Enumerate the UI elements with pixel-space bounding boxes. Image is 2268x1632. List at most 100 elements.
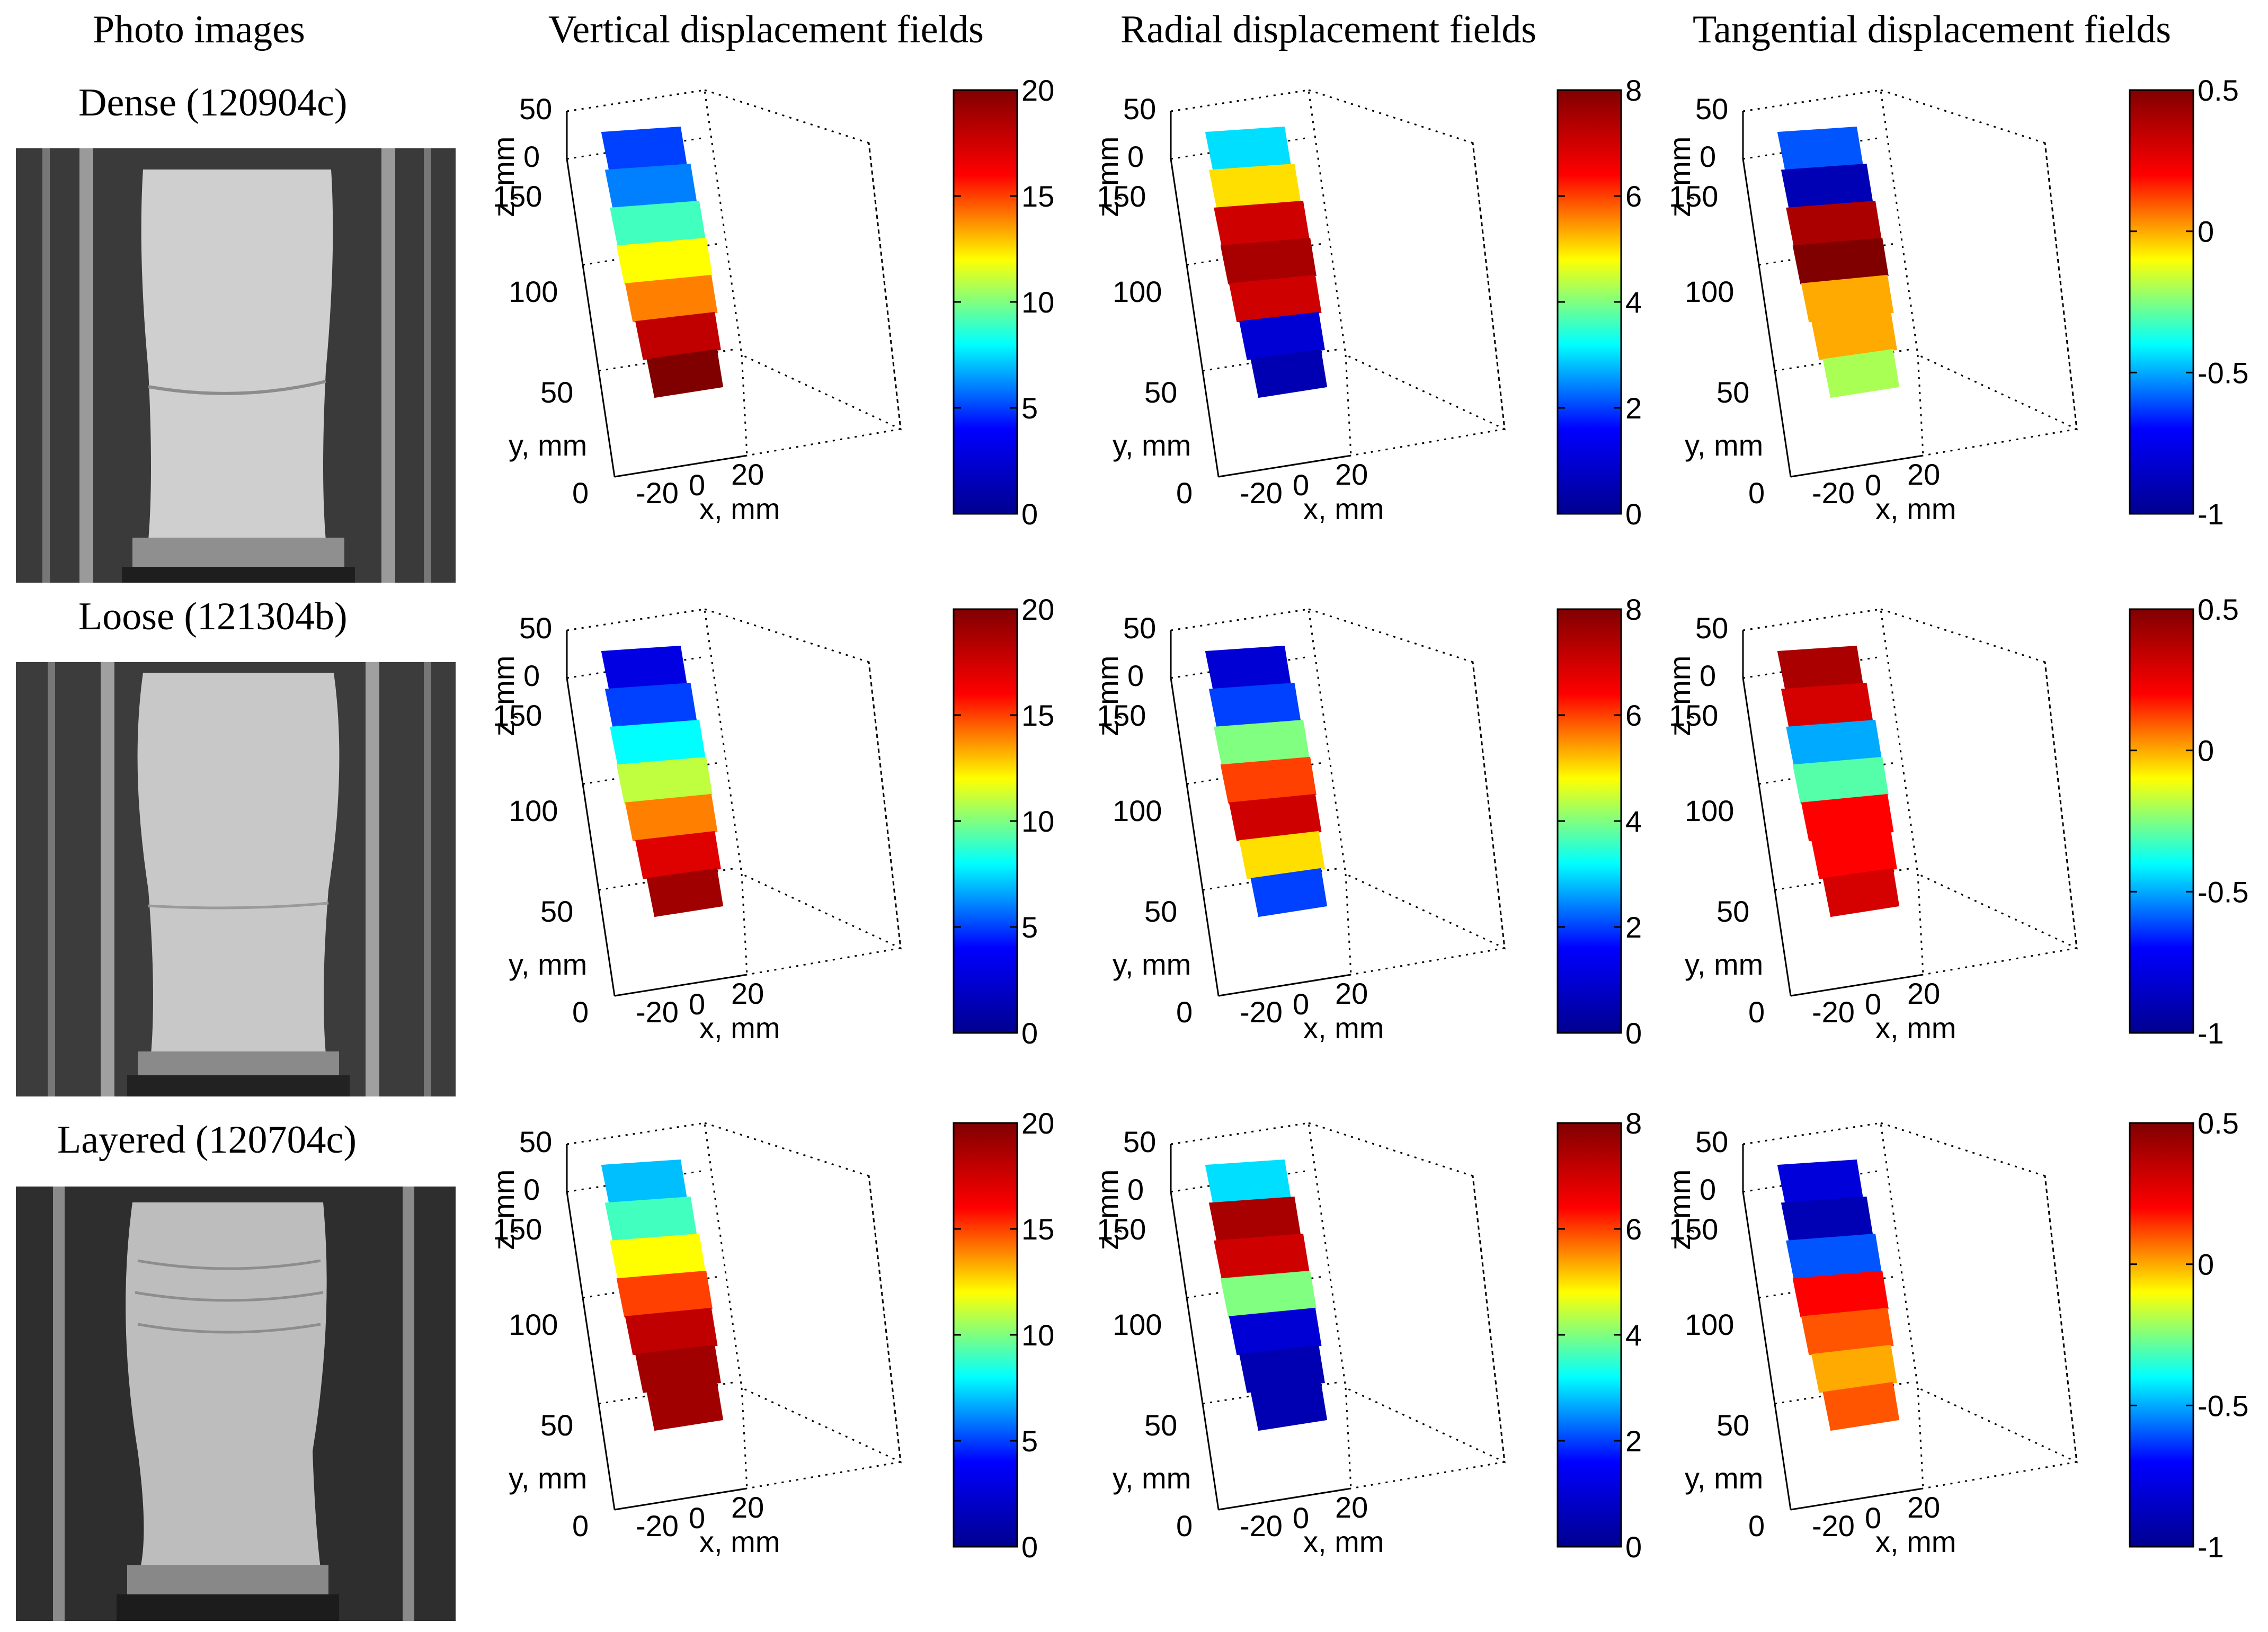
x-tick-label: 20 xyxy=(1907,458,1940,491)
y-tick-label: 50 xyxy=(1144,376,1177,409)
colorbar-tick-label: 20 xyxy=(1021,1107,1054,1140)
colorbar-tick-label: 10 xyxy=(1021,1318,1054,1352)
x-tick-label: 0 xyxy=(1865,1501,1881,1535)
plot-radial-dense: 50 0 150 100 50 0 -20 0 20 z, mm y, mm x, mm 8 6 4 2 0 xyxy=(1091,74,1679,577)
displacement-surface xyxy=(1205,126,1328,398)
x-axis-label: x, mm xyxy=(1875,1011,1956,1045)
column-header-tangential: Tangential displacement fields xyxy=(1693,8,2172,51)
x-tick-label: 0 xyxy=(689,468,705,502)
x-tick-label: 0 xyxy=(1293,468,1309,502)
x-tick-label: 0 xyxy=(1293,1501,1309,1535)
colorbar-tick-label: 6 xyxy=(1625,1212,1642,1246)
y-tick-label: 150 xyxy=(493,1212,542,1246)
surface-band xyxy=(1811,1344,1897,1393)
x-axis-label: x, mm xyxy=(699,1525,780,1558)
colorbar-tick-label: -1 xyxy=(2198,1016,2224,1050)
x-tick-label: 0 xyxy=(1865,987,1881,1021)
colorbar-tick-label: 0 xyxy=(2198,1248,2214,1281)
surface-band xyxy=(635,831,721,879)
y-tick-label: 150 xyxy=(493,180,542,213)
surface-band xyxy=(1801,274,1894,323)
colorbar-tick-label: 15 xyxy=(1021,699,1054,732)
colorbar: 20 15 10 5 0 xyxy=(953,593,1054,1050)
surface-band xyxy=(604,163,697,209)
colorbar: 0.5 0 -0.5 -1 xyxy=(2129,593,2249,1050)
surface-band xyxy=(1250,1381,1328,1431)
x-tick-label: -20 xyxy=(1240,1509,1283,1542)
colorbar-tick-label: 8 xyxy=(1625,593,1642,626)
surface-band xyxy=(616,1270,713,1317)
colorbar-tick-label: 8 xyxy=(1625,1107,1642,1140)
x-tick-label: 20 xyxy=(731,1491,764,1524)
colorbar-tick-label: -1 xyxy=(2198,1530,2224,1564)
colorbar-tick-label: 5 xyxy=(1021,1424,1038,1458)
x-tick-label: 0 xyxy=(1865,468,1881,502)
surface-band xyxy=(1250,349,1328,398)
plot-tangential-loose: 50 0 150 100 50 0 -20 0 20 z, mm y, mm x, mm 0.5 0 -0.… xyxy=(1663,593,2252,1096)
colorbar-tick-label: 4 xyxy=(1625,805,1642,838)
surface-band xyxy=(604,682,697,728)
plot-vertical-layered: 50 0 150 100 50 0 -20 0 20 z, mm y, mm x, mm 20 15 10 5… xyxy=(487,1107,1075,1610)
y-tick-label: 100 xyxy=(1685,794,1734,827)
z-tick-label: 0 xyxy=(523,1173,540,1206)
y-axis-label: y, mm xyxy=(1113,1461,1191,1495)
y-axis-label: y, mm xyxy=(1685,429,1763,462)
colorbar: 0.5 0 -0.5 -1 xyxy=(2129,74,2249,531)
surface-band xyxy=(1220,237,1317,284)
colorbar-tick-label: 0 xyxy=(1625,497,1642,531)
z-axis-label: z, mm xyxy=(487,1170,520,1250)
y-axis-label: y, mm xyxy=(1113,429,1191,462)
z-tick-label: 50 xyxy=(1695,611,1728,645)
surface-band xyxy=(646,868,724,917)
surface-band xyxy=(1811,311,1897,360)
x-tick-label: -20 xyxy=(1812,1509,1855,1542)
displacement-surface xyxy=(601,126,724,398)
colorbar: 8 6 4 2 0 xyxy=(1557,74,1642,531)
row-title-loose: Loose (121304b) xyxy=(78,595,348,638)
displacement-surface xyxy=(601,1159,724,1431)
y-tick-label: 100 xyxy=(1113,1308,1162,1341)
x-axis-label: x, mm xyxy=(1303,1525,1384,1558)
y-tick-label: 150 xyxy=(1097,699,1146,732)
y-tick-label: 50 xyxy=(540,376,573,409)
surface-band xyxy=(1822,1381,1900,1431)
surface-band xyxy=(1229,793,1322,842)
colorbar-tick-label: 6 xyxy=(1625,699,1642,732)
surface-band xyxy=(1781,163,1873,209)
surface-band xyxy=(1229,274,1322,323)
surface-band xyxy=(1239,831,1325,879)
x-tick-label: 20 xyxy=(1907,977,1940,1010)
z-axis-label: z, mm xyxy=(1091,137,1124,217)
y-tick-label: 0 xyxy=(1176,1509,1193,1542)
displacement-surface xyxy=(1777,126,1900,398)
z-tick-label: 50 xyxy=(519,611,552,645)
colorbar-tick-label: 20 xyxy=(1021,74,1054,107)
surface-band xyxy=(1208,163,1301,209)
displacement-surface xyxy=(1205,1159,1328,1431)
z-tick-label: 50 xyxy=(519,1125,552,1158)
surface-band xyxy=(616,237,713,284)
displacement-surface xyxy=(601,645,724,917)
z-tick-label: 50 xyxy=(1123,611,1156,645)
x-tick-label: 20 xyxy=(1907,1491,1940,1524)
y-tick-label: 150 xyxy=(493,699,542,732)
x-axis-label: x, mm xyxy=(1303,1011,1384,1045)
specimen-photo-layered xyxy=(16,1187,456,1621)
colorbar-tick-label: 20 xyxy=(1021,593,1054,626)
surface-band xyxy=(1777,645,1863,690)
x-axis-label: x, mm xyxy=(1303,492,1384,525)
colorbar-tick-label: 0 xyxy=(2198,215,2214,248)
surface-band xyxy=(625,793,718,842)
surface-band xyxy=(1777,1159,1863,1204)
colorbar-tick-label: 0.5 xyxy=(2198,74,2239,107)
z-tick-label: 0 xyxy=(1127,1173,1144,1206)
z-axis-label: z, mm xyxy=(1663,656,1696,736)
x-axis-label: x, mm xyxy=(1875,492,1956,525)
y-tick-label: 0 xyxy=(1748,995,1765,1029)
z-tick-label: 0 xyxy=(523,659,540,692)
y-tick-label: 50 xyxy=(540,895,573,928)
z-tick-label: 50 xyxy=(519,92,552,126)
x-tick-label: -20 xyxy=(1812,995,1855,1029)
colorbar-tick-label: 0.5 xyxy=(2198,1107,2239,1140)
